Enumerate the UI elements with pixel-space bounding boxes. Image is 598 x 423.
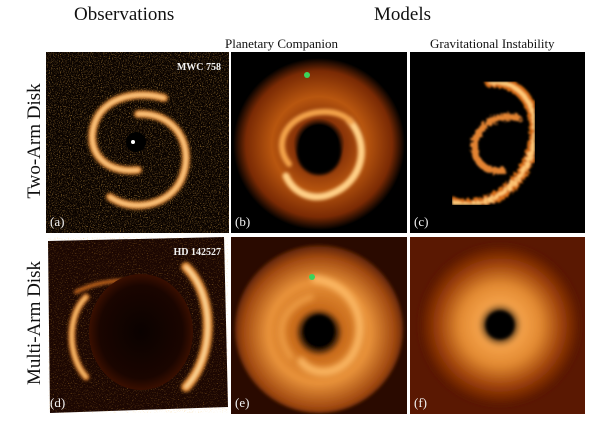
gi-model-multi-arm-image: [410, 237, 585, 414]
panel-label-b: (b): [235, 214, 250, 230]
panel-label-c: (c): [414, 214, 428, 230]
gravitational-instability-header: Gravitational Instability: [430, 36, 555, 52]
row-label-multi-arm: Multi-Arm Disk: [24, 248, 46, 398]
hd142527-image: [46, 237, 229, 414]
planetary-companion-header: Planetary Companion: [225, 36, 338, 52]
mwc758-image: [46, 52, 229, 233]
models-header: Models: [374, 4, 431, 26]
panel-f-gi-model-multi-arm: (f): [410, 237, 585, 414]
panel-e-planet-model-multi-arm: (e): [231, 237, 407, 414]
panel-label-a: (a): [50, 214, 64, 230]
panel-label-f: (f): [414, 395, 427, 411]
panel-d-observation-hd142527: HD 142527 (d): [46, 237, 229, 414]
panel-label-e: (e): [235, 395, 249, 411]
row-label-two-arm: Two-Arm Disk: [24, 76, 46, 206]
target-label-hd142527: HD 142527: [174, 247, 222, 258]
planet-model-two-arm-image: [231, 52, 407, 233]
panel-label-d: (d): [50, 395, 65, 411]
planet-model-multi-arm-image: [231, 237, 407, 414]
panel-a-observation-mwc758: MWC 758 (a): [46, 52, 229, 233]
gi-model-two-arm-image: [410, 52, 585, 233]
panel-b-planet-model-two-arm: (b): [231, 52, 407, 233]
target-label-mwc758: MWC 758: [177, 62, 221, 73]
panel-c-gi-model-two-arm: (c): [410, 52, 585, 233]
observations-header: Observations: [74, 4, 174, 26]
